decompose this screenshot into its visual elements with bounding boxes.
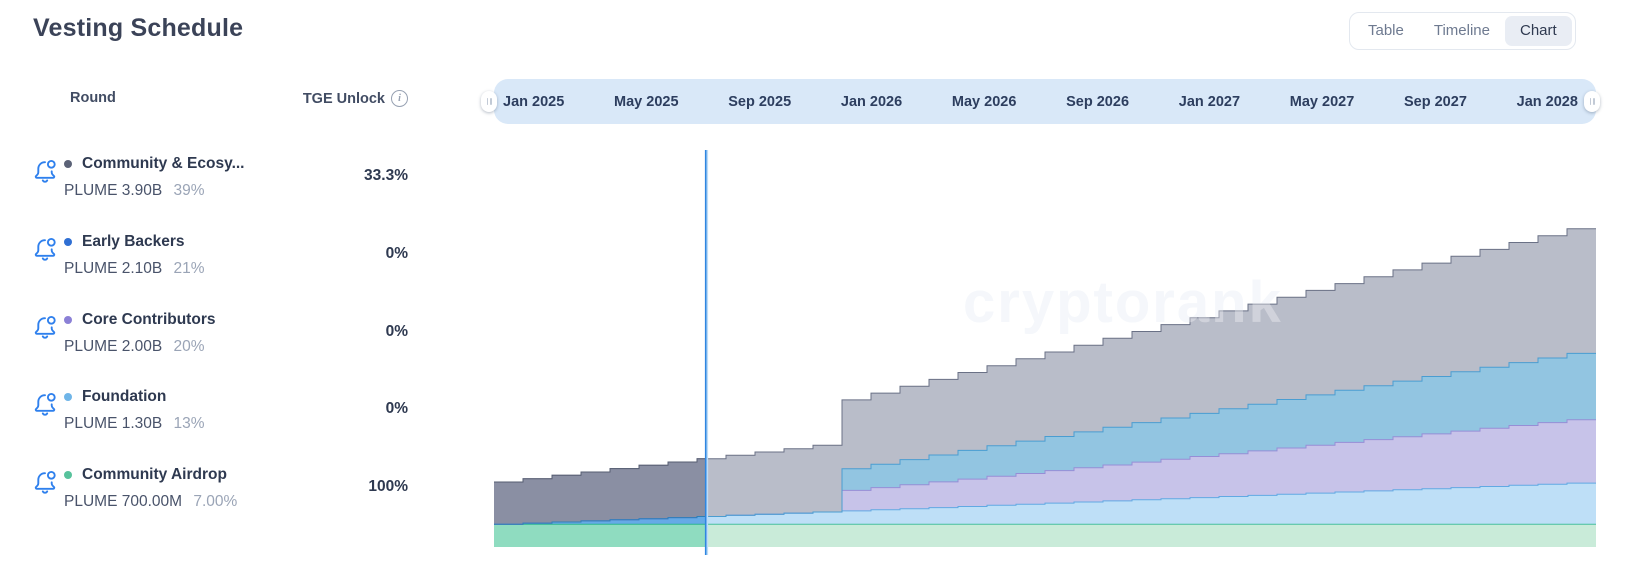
timeline-tick-label: Sep 2025 [728,93,792,110]
timeline-range-handle-right[interactable] [1584,91,1600,112]
future-unlocks [494,228,1596,548]
round-color-dot [64,471,72,480]
edge-line [494,458,706,483]
round-token-amount: PLUME 3.90B [64,182,163,199]
area-foundation [494,483,1596,547]
round-row: Community Airdrop PLUME 700.00M 7.00% 10… [33,459,408,517]
round-color-dot [64,237,72,246]
area-community-ecosystem [494,458,706,547]
round-token-amount: PLUME 2.00B [64,337,163,355]
round-supply-share: 7.00% [189,493,238,511]
round-token-amount: PLUME 2.10B [64,259,163,277]
timeline-tick-label: Jan 2028 [1516,93,1578,110]
area-community-airdrop [494,524,1596,547]
cryptorank-watermark-overlay: cryptorank [963,270,1283,335]
round-name: Community & Ecosy... [82,155,245,172]
cryptorank-watermark: cryptorank [963,270,1283,335]
notification-bell-icon[interactable] [33,235,58,263]
edge-line [494,419,1596,525]
timeline-tick-label: May 2027 [1289,93,1355,110]
round-supply-share: 39% [169,182,205,199]
round-color-dot [64,160,72,168]
tab-timeline[interactable]: Timeline [1433,22,1490,39]
round-tge-unlock-value: 33.3% [364,167,408,184]
edge-line [494,352,1596,525]
notification-bell-icon[interactable] [33,157,58,185]
timeline-tick-label: May 2025 [614,93,679,110]
area-foundation [494,516,706,547]
round-tge-unlock-value: 100% [368,478,408,496]
tab-table[interactable]: Table [1368,22,1404,39]
round-tge-unlock-value: 0% [385,322,408,340]
column-header-tge-unlock: TGE Unlock i [303,90,408,107]
edge-line [494,516,706,525]
edge-line [494,228,1596,483]
round-supply-share: 20% [169,337,205,355]
round-row: Early Backers PLUME 2.10B 21% 0% [33,226,408,284]
area-community-airdrop [494,524,706,547]
area-core-contributors [494,516,706,547]
notification-bell-icon[interactable] [33,390,58,418]
round-name: Core Contributors [82,310,216,328]
round-token-amount: PLUME 700.00M [64,493,183,511]
round-color-dot [64,315,72,324]
edge-line [494,482,1596,525]
round-token-amount: PLUME 1.30B [64,415,163,433]
timeline-tick-label: Sep 2027 [1404,93,1467,110]
timeline-tick-label: Sep 2026 [1066,93,1130,110]
round-supply-share: 13% [169,415,205,433]
timeline-tick-label: May 2026 [951,93,1017,110]
timeline-tick-label: Jan 2025 [503,93,565,110]
round-name: Foundation [82,388,167,406]
round-color-dot [64,393,72,402]
area-early-backers [494,516,706,547]
round-row: Core Contributors PLUME 2.00B 20% 0% [33,304,408,362]
area-early-backers [494,353,1596,547]
timeline-tick-label: Jan 2027 [1178,93,1241,110]
view-switcher: Table Timeline Chart [1349,12,1576,50]
page-title: Vesting Schedule [33,14,244,42]
notification-bell-icon[interactable] [33,313,58,341]
tab-chart[interactable]: Chart [1505,16,1572,46]
timeline-range-handle-left[interactable] [481,91,497,112]
round-tge-unlock-value: 0% [385,244,408,262]
timeline-axis[interactable]: Jan 2025 May 2025 Sep 2025 Jan 2026 May 2026… [494,79,1596,124]
edge-line [494,516,706,525]
area-community-ecosystem [494,228,1596,548]
round-name: Community Airdrop [82,466,227,484]
area-core-contributors [494,419,1596,547]
round-supply-share: 21% [169,259,205,277]
round-row: Foundation PLUME 1.30B 13% 0% [33,381,408,439]
past-unlocks [494,458,706,547]
info-icon[interactable]: i [391,90,408,107]
timeline-tick-label: Jan 2026 [840,93,903,110]
round-tge-unlock-value: 0% [385,400,408,418]
round-row: Community & Ecosy... PLUME 3.90B 39% 33.… [33,148,408,206]
column-header-round: Round [70,90,116,106]
tge-unlock-label: TGE Unlock [302,90,385,107]
round-name: Early Backers [82,232,185,250]
edge-line [494,516,706,525]
notification-bell-icon[interactable] [33,468,58,496]
